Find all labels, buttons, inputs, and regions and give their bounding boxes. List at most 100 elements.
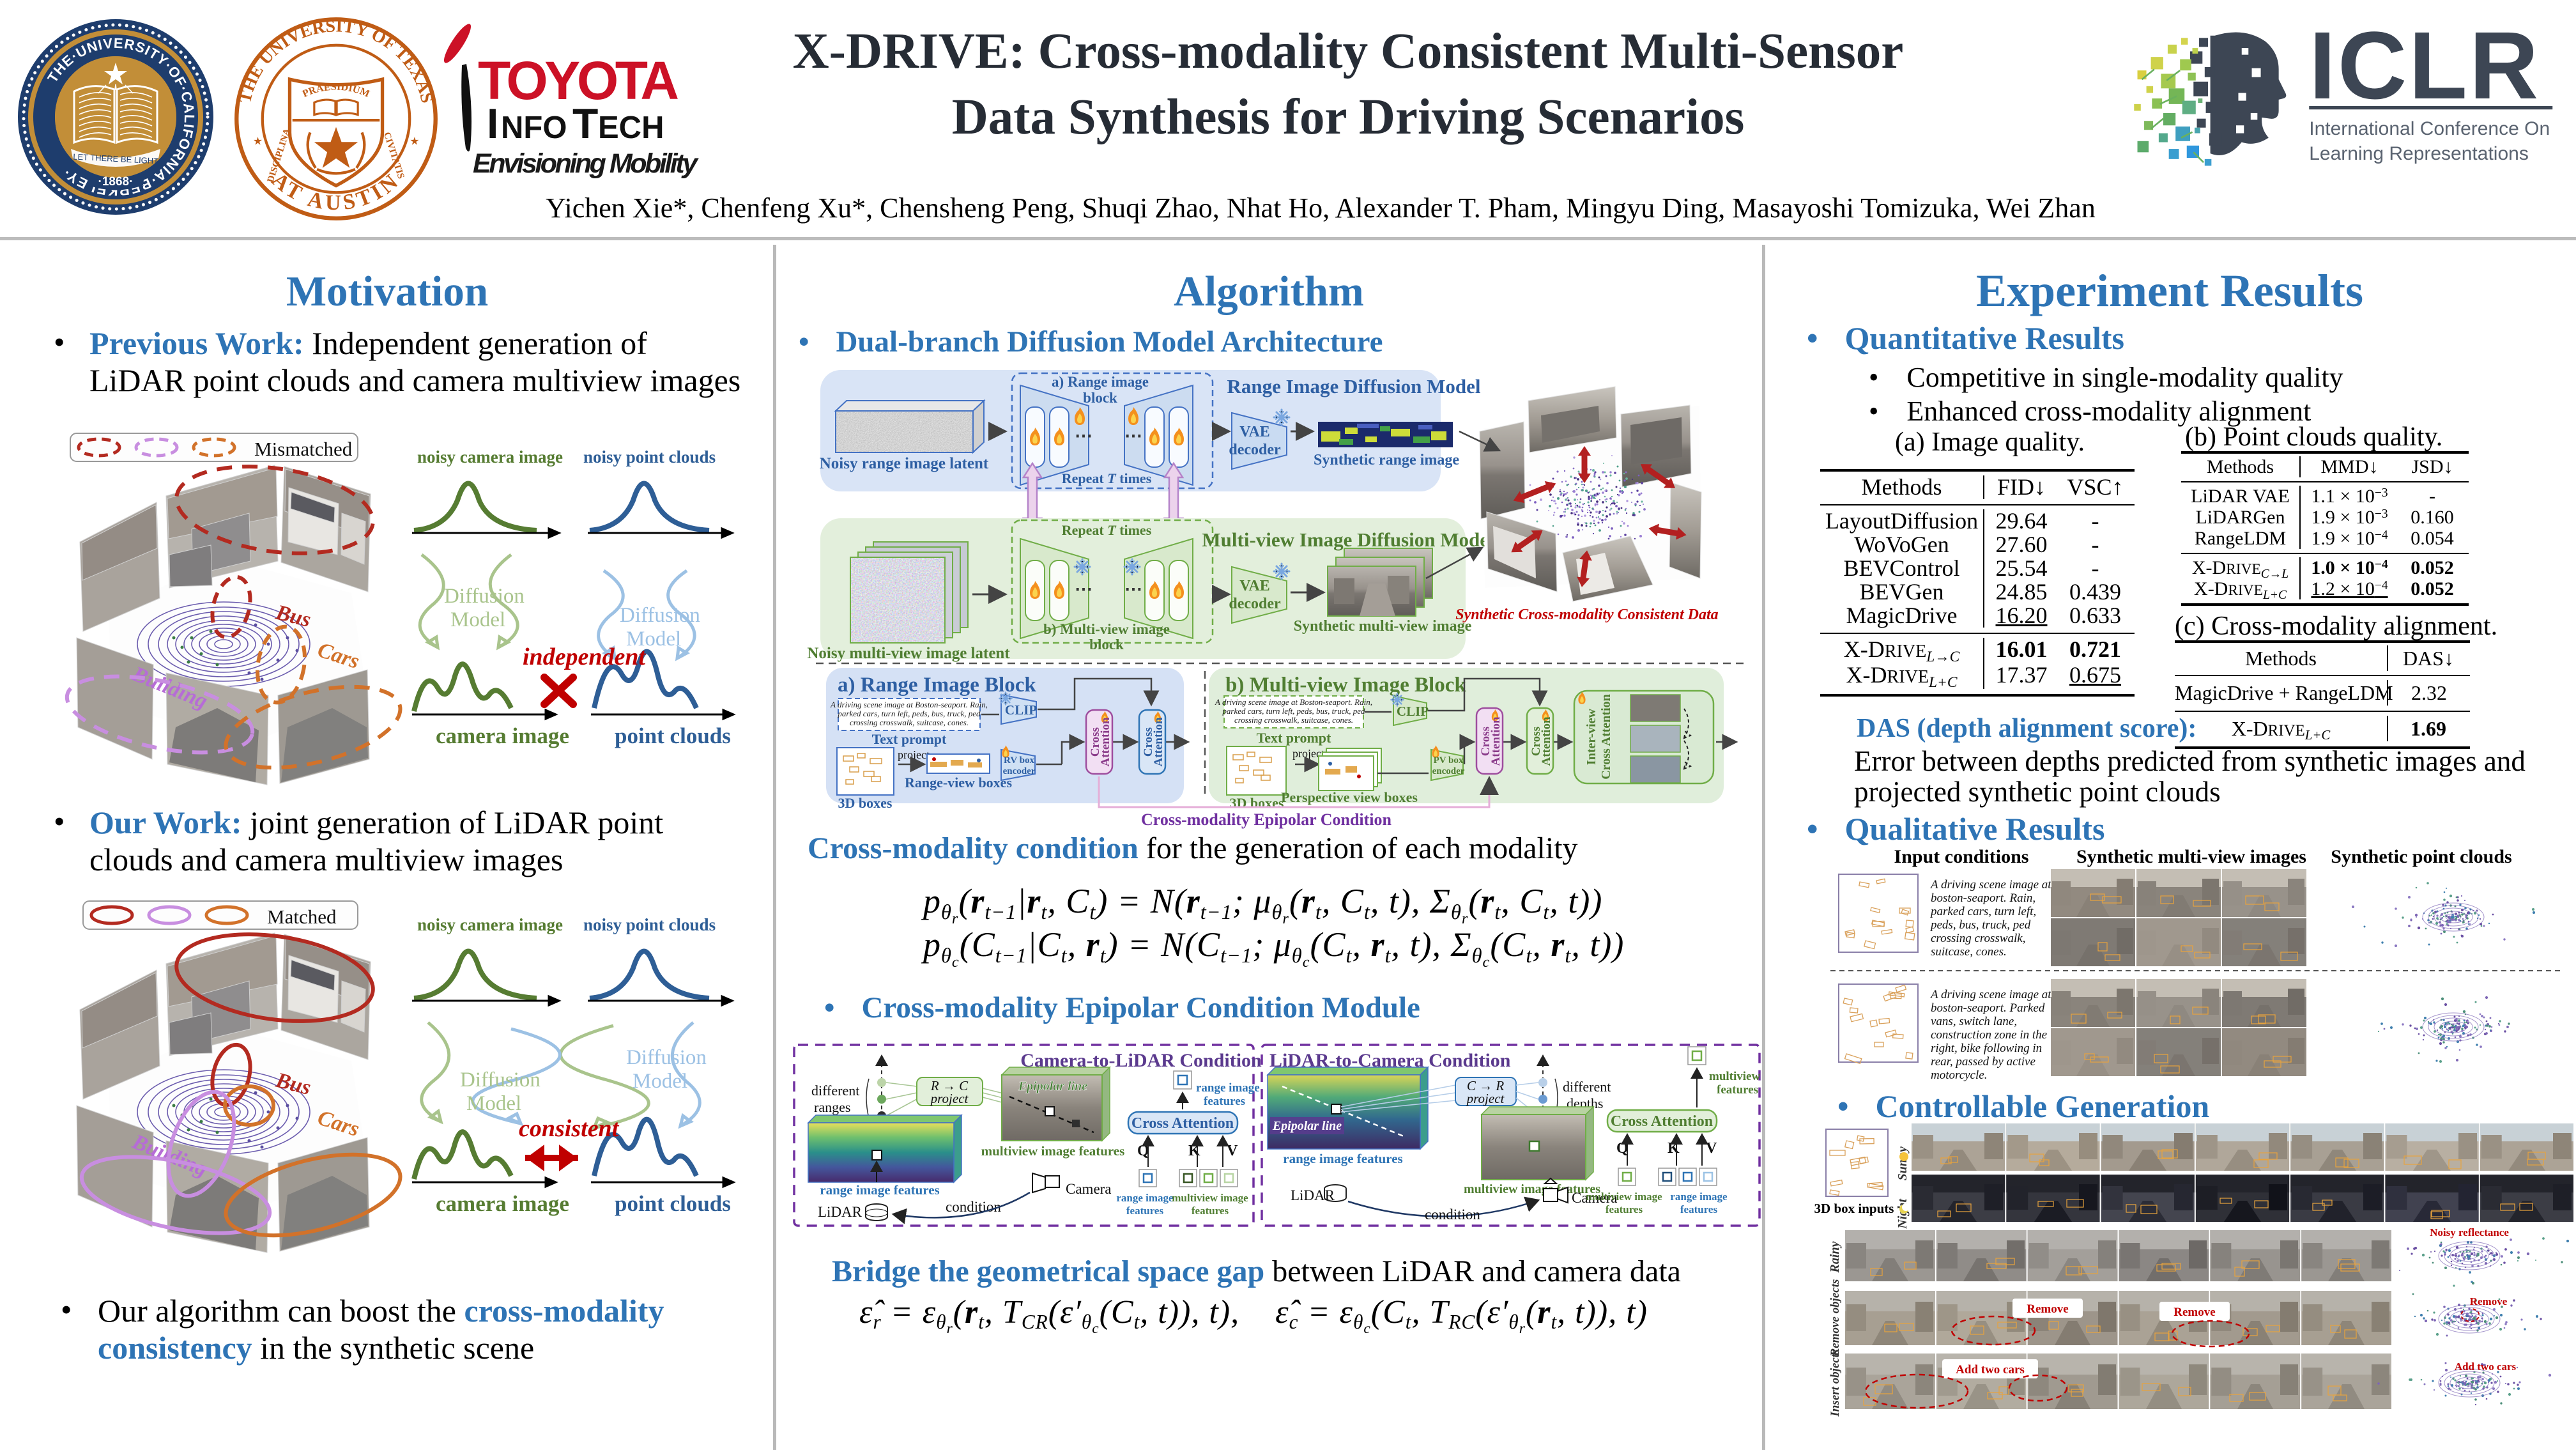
svg-text:RV box: RV box xyxy=(1004,755,1034,766)
svg-text:·1868·: ·1868· xyxy=(98,175,134,189)
svg-text:C → R: C → R xyxy=(1467,1078,1505,1093)
svg-text:Text prompt: Text prompt xyxy=(872,731,947,747)
svg-text:parked cars, turn left,: parked cars, turn left, xyxy=(1929,905,2036,918)
svg-text:boston-seaport. Rain,: boston-seaport. Rain, xyxy=(1931,891,2035,905)
svg-text:LET THERE BE LIGHT: LET THERE BE LIGHT xyxy=(73,152,159,166)
svg-text:Cross: Cross xyxy=(1142,727,1155,757)
svg-text:Learning Representations: Learning Representations xyxy=(2309,143,2529,164)
svg-text:Cross: Cross xyxy=(1089,727,1102,757)
svg-text:Text prompt: Text prompt xyxy=(1257,730,1331,746)
svg-text:suitcase, cones.: suitcase, cones. xyxy=(1931,945,2007,959)
svg-text:Remove objects: Remove objects xyxy=(1828,1279,1842,1357)
svg-text:A driving scene image at Bosto: A driving scene image at Boston-seaport.… xyxy=(830,700,988,709)
svg-text:Attention: Attention xyxy=(1152,717,1165,766)
svg-text:multiview image: multiview image xyxy=(1586,1191,1662,1203)
svg-text:Synthetic range image: Synthetic range image xyxy=(1314,452,1459,468)
svg-text:Perspective view boxes: Perspective view boxes xyxy=(1281,789,1418,805)
svg-text:Synthetic point clouds: Synthetic point clouds xyxy=(2331,846,2511,867)
svg-text:A driving scene image at: A driving scene image at xyxy=(1929,988,2051,1001)
svg-text:noisy camera image: noisy camera image xyxy=(417,447,563,467)
svg-text:CLIP: CLIP xyxy=(1397,704,1429,719)
svg-text:⋯: ⋯ xyxy=(1124,580,1142,599)
svg-text:Night: Night xyxy=(1896,1198,1910,1230)
svg-text:different: different xyxy=(811,1083,859,1099)
svg-text:Add two cars: Add two cars xyxy=(2455,1361,2517,1373)
svg-text:encoder: encoder xyxy=(1003,766,1036,776)
svg-text:V: V xyxy=(1227,1143,1238,1159)
svg-text:block: block xyxy=(1083,390,1117,406)
svg-text:Cross: Cross xyxy=(1529,727,1543,756)
svg-text:features: features xyxy=(1204,1095,1245,1108)
svg-text:Mismatched: Mismatched xyxy=(254,438,353,460)
svg-text:Cross Attention: Cross Attention xyxy=(1611,1113,1713,1130)
svg-text:Inter-view: Inter-view xyxy=(1584,708,1598,765)
svg-text:decoder: decoder xyxy=(1229,596,1281,612)
svg-text:Noisy reflectance: Noisy reflectance xyxy=(2430,1226,2509,1238)
svg-text:point clouds: point clouds xyxy=(615,723,731,748)
svg-text:A driving scene image at: A driving scene image at xyxy=(1929,878,2051,891)
svg-text:Model: Model xyxy=(632,1070,687,1093)
svg-text:a) Range image: a) Range image xyxy=(1052,374,1149,390)
svg-text:multiview image: multiview image xyxy=(1172,1192,1248,1204)
svg-text:Diffusion: Diffusion xyxy=(626,1046,707,1069)
svg-text:a) Range Image Block: a) Range Image Block xyxy=(838,674,1036,697)
svg-text:⋯: ⋯ xyxy=(1124,426,1142,446)
svg-text:range image: range image xyxy=(1196,1081,1260,1095)
svg-text:3D boxes: 3D boxes xyxy=(1230,795,1284,811)
svg-text:project: project xyxy=(898,748,930,761)
svg-text:Epipolar line: Epipolar line xyxy=(1018,1079,1087,1093)
svg-text:decoder: decoder xyxy=(1229,442,1281,458)
svg-text:Rainy: Rainy xyxy=(1828,1241,1842,1273)
svg-text:ICLR: ICLR xyxy=(2309,26,2540,119)
svg-text:★: ★ xyxy=(253,135,263,148)
svg-text:camera image: camera image xyxy=(436,1191,569,1216)
svg-text:Q: Q xyxy=(1616,1140,1629,1157)
svg-text:Sunny: Sunny xyxy=(1896,1146,1910,1180)
svg-text:crossing crosswalk, suitcase,: crossing crosswalk, suitcase, cones. xyxy=(850,718,969,727)
svg-text:crossing crosswalk,: crossing crosswalk, xyxy=(1931,932,2025,945)
svg-text:Remove: Remove xyxy=(2027,1302,2068,1316)
svg-text:Camera: Camera xyxy=(1572,1190,1618,1206)
svg-text:Synthetic multi-view images: Synthetic multi-view images xyxy=(2076,846,2306,867)
svg-text:construction zone in the: construction zone in the xyxy=(1931,1028,2047,1042)
svg-text:Cross: Cross xyxy=(1479,727,1492,756)
svg-text:Noisy range image latent: Noisy range image latent xyxy=(820,455,989,472)
svg-text:Matched: Matched xyxy=(267,906,337,928)
svg-text:LiDAR: LiDAR xyxy=(818,1204,862,1220)
svg-text:point clouds: point clouds xyxy=(615,1191,731,1216)
svg-text:independent: independent xyxy=(523,644,647,670)
svg-text:Camera: Camera xyxy=(1066,1181,1112,1197)
svg-text:noisy camera image: noisy camera image xyxy=(417,915,563,934)
svg-text:Cross Attention: Cross Attention xyxy=(1599,694,1613,780)
svg-text:b) Multi-view Image Block: b) Multi-view Image Block xyxy=(1225,674,1466,697)
svg-text:consistent: consistent xyxy=(519,1115,620,1142)
svg-text:peds, bus, truck, ped: peds, bus, truck, ped xyxy=(1929,918,2031,932)
svg-text:VAE: VAE xyxy=(1239,424,1270,440)
svg-text:Envisioning Mobility: Envisioning Mobility xyxy=(473,148,699,179)
svg-text:Synthetic multi-view image: Synthetic multi-view image xyxy=(1294,618,1472,635)
svg-text:project: project xyxy=(1466,1091,1505,1106)
svg-text:block: block xyxy=(1089,636,1124,652)
svg-text:features: features xyxy=(1717,1083,1758,1097)
svg-text:encoder: encoder xyxy=(1432,766,1465,776)
svg-text:Range-view boxes: Range-view boxes xyxy=(905,775,1012,791)
svg-text:noisy point clouds: noisy point clouds xyxy=(583,447,716,467)
svg-text:Attention: Attention xyxy=(1489,716,1503,766)
svg-text:Remove: Remove xyxy=(2470,1295,2508,1307)
svg-text:Noisy multi-view image latent: Noisy multi-view image latent xyxy=(807,645,1010,662)
svg-text:A driving scene image at Bosto: A driving scene image at Boston-seaport.… xyxy=(1215,697,1372,707)
svg-text:rear, passed by active: rear, passed by active xyxy=(1931,1055,2035,1068)
svg-text:vans, switch lane,: vans, switch lane, xyxy=(1931,1015,2017,1028)
svg-text:Diffusion: Diffusion xyxy=(460,1068,540,1091)
svg-text:camera image: camera image xyxy=(436,723,569,748)
svg-text:Repeat T times: Repeat T times xyxy=(1062,522,1152,538)
svg-text:Multi-view Image Diffusion Mod: Multi-view Image Diffusion Model xyxy=(1202,528,1494,551)
svg-text:parked cars, turn left, peds,: parked cars, turn left, peds, bus, truck… xyxy=(837,709,981,718)
svg-text:range image features: range image features xyxy=(820,1182,939,1198)
svg-text:Q: Q xyxy=(1137,1143,1149,1159)
svg-text:Repeat T times: Repeat T times xyxy=(1062,470,1152,486)
svg-text:R → C: R → C xyxy=(930,1078,969,1093)
svg-text:PV box: PV box xyxy=(1434,755,1464,766)
svg-text:Remove: Remove xyxy=(2174,1306,2215,1319)
svg-text:features: features xyxy=(1680,1203,1718,1215)
